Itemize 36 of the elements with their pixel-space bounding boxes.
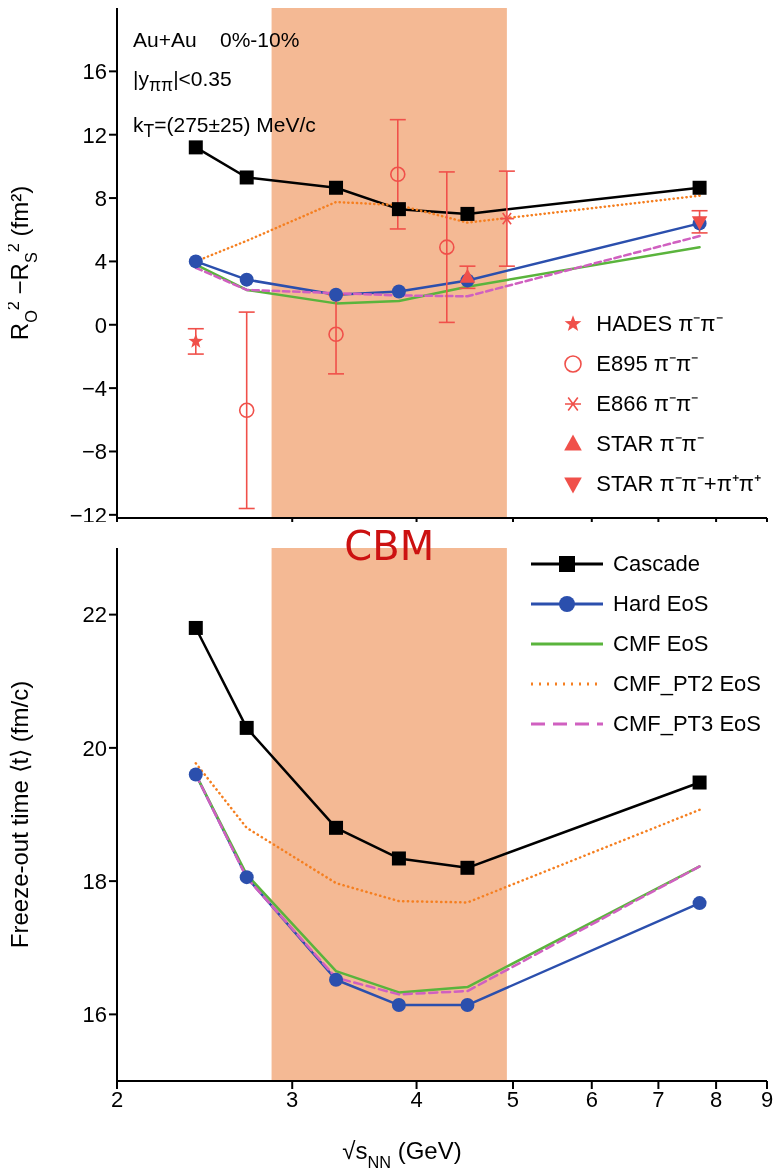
y-tick-label: −4: [81, 375, 107, 401]
y-axis-title: Freeze-out time ⟨t⟩ (fm/c): [6, 680, 33, 949]
legend-label: HADES π⁻π⁻: [596, 310, 723, 338]
x-axis-title: √s$_{NN}$ (GeV): [342, 1137, 462, 1171]
x-tick-label: 4: [410, 1086, 423, 1112]
y-tick-label: 16: [82, 1002, 107, 1028]
legend-label: E895 π⁻π⁻: [596, 350, 699, 378]
x-tick-label: 3: [286, 1086, 299, 1112]
x-tick-label: 6: [585, 1086, 598, 1112]
y-tick-label: 0: [94, 312, 107, 338]
legend-label: Cascade: [613, 550, 700, 578]
legend-label: STAR π⁻π⁻+π⁺π⁺: [596, 470, 761, 498]
annotation: |y$_{ππ}$|<0.35: [133, 66, 233, 98]
band-label: CBM: [344, 523, 435, 569]
y-tick-label: −12: [69, 502, 107, 528]
y-tick-label: 16: [82, 59, 107, 85]
y-tick-label: 20: [82, 735, 107, 761]
y-tick-label: 18: [82, 868, 107, 894]
legend-label: Hard EoS: [613, 590, 709, 618]
annotation: Au+Au 0%-10%: [133, 27, 301, 53]
y-tick-label: −8: [81, 439, 107, 465]
legend-label: STAR π⁻π⁻: [596, 430, 704, 458]
legend-label: CMF_PT3 EoS: [613, 710, 761, 738]
x-tick-label: 7: [652, 1086, 665, 1112]
x-tick-label: 5: [506, 1086, 520, 1112]
y-tick-label: 22: [82, 602, 107, 628]
x-tick-label: 2: [110, 1086, 124, 1112]
y-tick-label: 12: [82, 122, 107, 148]
legend-label: CMF EoS: [613, 630, 709, 658]
legend-label: CMF_PT2 EoS: [613, 670, 761, 698]
legend-label: E866 π⁻π⁻: [596, 390, 699, 418]
x-tick-label: 8: [709, 1086, 723, 1112]
y-tick-label: 4: [94, 249, 107, 275]
annotation: k$_{T}$=(275±25) MeV/c: [133, 112, 316, 144]
y-tick-label: 8: [94, 185, 107, 211]
x-tick-label: 9: [760, 1086, 774, 1112]
